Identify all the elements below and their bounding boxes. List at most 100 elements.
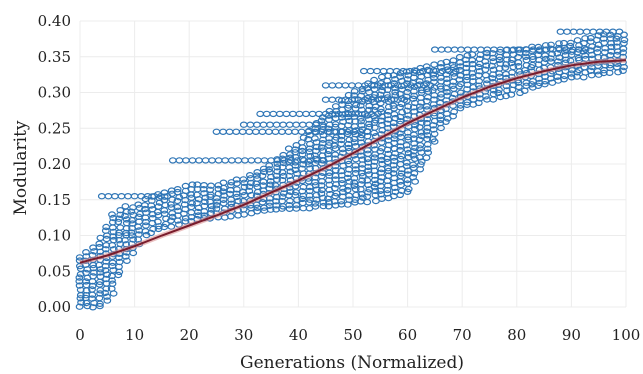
data-point: [312, 186, 321, 193]
data-point: [82, 248, 90, 256]
data-point: [423, 145, 432, 152]
data-point: [593, 49, 602, 56]
data-point: [437, 60, 446, 67]
data-point: [108, 277, 116, 284]
data-point: [269, 110, 278, 118]
data-point: [400, 96, 409, 103]
data-point: [252, 121, 261, 128]
data-point: [403, 180, 412, 187]
data-point: [463, 46, 472, 53]
data-point: [370, 76, 379, 84]
data-point: [331, 167, 340, 174]
data-point: [422, 97, 431, 105]
data-point: [212, 201, 221, 209]
data-point: [337, 140, 346, 148]
data-point: [96, 266, 105, 273]
data-point: [77, 299, 85, 306]
data-point: [298, 121, 307, 128]
data-point: [278, 155, 287, 162]
data-point: [481, 66, 490, 73]
data-point: [415, 136, 424, 143]
data-point: [194, 212, 203, 219]
data-point: [390, 96, 399, 103]
data-point: [285, 121, 294, 128]
data-point: [390, 110, 399, 118]
data-point: [291, 191, 300, 199]
y-tick-label: 0.30: [38, 84, 71, 102]
data-point: [503, 87, 511, 94]
data-point: [134, 223, 143, 230]
data-point: [311, 135, 319, 142]
data-point: [134, 201, 143, 208]
y-tick-label: 0.05: [38, 262, 71, 280]
data-point: [573, 37, 582, 44]
data-point: [129, 236, 138, 243]
data-point: [295, 110, 304, 118]
data-point: [254, 157, 262, 164]
data-point: [356, 102, 365, 109]
data-point: [619, 49, 627, 56]
data-point: [409, 173, 418, 181]
data-point: [566, 39, 575, 47]
data-point: [488, 50, 497, 57]
data-point: [373, 67, 381, 75]
data-point: [371, 117, 380, 124]
data-point: [232, 193, 241, 201]
data-point: [555, 54, 564, 61]
data-point: [423, 132, 432, 139]
data-point: [383, 190, 392, 197]
data-point: [82, 269, 90, 277]
data-point: [556, 28, 565, 35]
data-point: [330, 142, 339, 149]
data-point: [266, 206, 275, 213]
data-point: [259, 182, 268, 189]
data-point: [554, 58, 562, 65]
data-point: [103, 293, 111, 300]
data-point: [285, 172, 294, 180]
data-point: [528, 61, 537, 69]
data-point: [410, 88, 418, 95]
data-point: [337, 136, 346, 144]
data-point: [474, 63, 483, 71]
data-point: [620, 36, 629, 44]
data-point: [321, 96, 330, 103]
data-point: [341, 82, 350, 89]
data-point: [449, 112, 458, 120]
data-point: [225, 128, 234, 135]
data-point: [429, 126, 438, 133]
data-point: [451, 67, 460, 75]
data-point: [370, 158, 379, 165]
data-point: [574, 66, 583, 74]
data-point: [207, 206, 216, 213]
data-point: [546, 55, 555, 62]
data-point: [383, 186, 392, 194]
data-point: [245, 128, 254, 135]
data-point: [345, 178, 354, 185]
data-point: [495, 56, 504, 64]
data-point: [114, 231, 123, 239]
data-point: [232, 128, 241, 135]
data-point: [468, 60, 477, 68]
data-point: [147, 229, 155, 237]
data-point: [273, 168, 282, 175]
data-point: [442, 58, 451, 66]
data-point: [620, 40, 628, 47]
x-tick-label: 50: [343, 326, 362, 344]
data-point: [429, 122, 438, 129]
data-point: [82, 278, 90, 285]
y-tick-label: 0.25: [38, 119, 71, 137]
data-point: [344, 170, 352, 178]
data-point: [97, 192, 106, 200]
data-point: [187, 203, 196, 211]
y-axis-title: Modularity: [11, 120, 31, 215]
data-point: [318, 186, 326, 194]
data-point: [351, 185, 360, 193]
data-point: [371, 187, 380, 195]
data-point: [260, 157, 269, 164]
data-point: [370, 129, 379, 137]
data-point: [114, 218, 123, 226]
data-point: [423, 135, 432, 143]
data-point: [134, 231, 143, 238]
data-point: [409, 161, 418, 168]
data-point: [324, 150, 332, 158]
